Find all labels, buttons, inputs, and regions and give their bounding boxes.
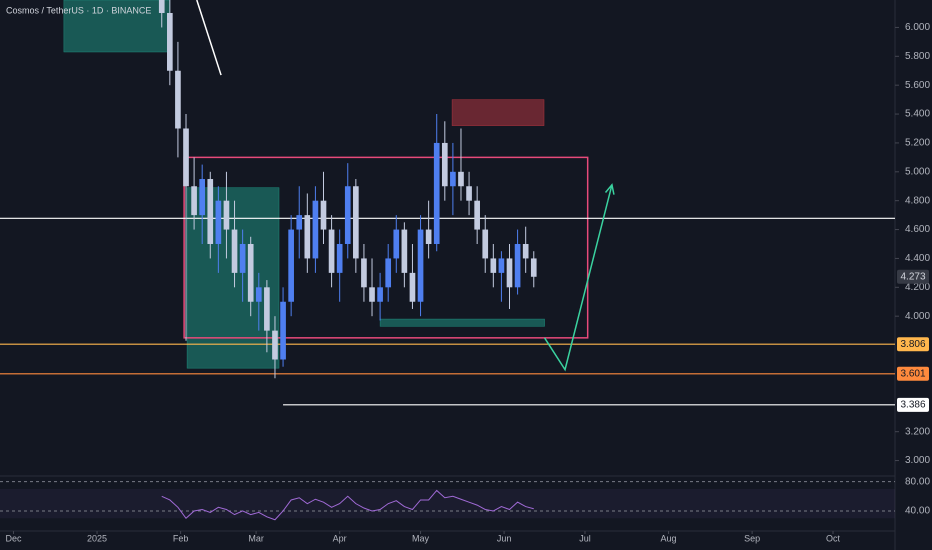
y-tick-label: 5.800 <box>905 51 930 62</box>
candle-body <box>401 229 408 273</box>
x-tick-label: Dec <box>5 533 22 543</box>
candle-body <box>158 0 165 13</box>
candle-body <box>458 171 464 187</box>
chart-title: Cosmos / TetherUS · 1D · BINANCE <box>6 5 151 15</box>
y-tick-label: 5.200 <box>905 138 930 149</box>
candle-body <box>353 186 359 259</box>
y-tick-label: 4.000 <box>905 311 930 322</box>
candle-body <box>425 229 432 244</box>
price-tag <box>897 269 929 284</box>
rsi-tick-label: 40.00 <box>905 506 930 517</box>
candle-body <box>498 258 505 273</box>
candle-body <box>304 215 311 259</box>
trendline <box>196 0 222 76</box>
candle-body <box>167 12 173 71</box>
candle-body <box>441 142 448 187</box>
x-tick-label: Apr <box>333 533 347 543</box>
rsi-band <box>0 488 895 519</box>
x-tick-label: Feb <box>173 533 189 543</box>
candle-body <box>514 243 521 288</box>
candle-body <box>417 229 424 302</box>
candle-body <box>530 258 537 277</box>
candle-body <box>361 258 367 288</box>
projection-arrow <box>543 184 613 372</box>
y-tick-label: 5.400 <box>905 109 930 120</box>
candle-body <box>393 229 400 259</box>
axes: 6.000 5.800 5.600 5.400 5.200 5.000 4.800 4.600… <box>5 22 930 543</box>
x-tick-label: Oct <box>826 533 841 543</box>
candle-body <box>247 243 254 302</box>
candle-body <box>336 243 343 273</box>
candle-body <box>231 229 238 273</box>
rsi-tick-label: 80.00 <box>905 476 930 487</box>
range-box <box>183 156 589 339</box>
zone <box>63 0 171 53</box>
candle-body <box>385 258 392 288</box>
candle-body <box>450 171 456 187</box>
candle-body <box>433 142 440 244</box>
candle-body <box>288 229 294 302</box>
candle-body <box>223 200 230 230</box>
price-tag-label: 3.386 <box>900 399 925 410</box>
candle-body <box>474 200 480 230</box>
rsi-pane <box>0 481 895 521</box>
y-tick-label: 4.600 <box>905 224 930 235</box>
price-tag-label: 4.273 <box>900 271 925 282</box>
x-tick-label: Aug <box>661 533 677 543</box>
y-tick-label: 5.000 <box>905 166 930 177</box>
price-tag <box>897 337 929 352</box>
candle-body <box>409 272 416 302</box>
price-tag-label: 3.601 <box>900 368 925 379</box>
y-tick-label: 5.600 <box>905 80 930 91</box>
candle-body <box>522 243 529 259</box>
candle-body <box>183 128 189 187</box>
y-tick-label: 3.200 <box>905 426 930 437</box>
candle-body <box>466 186 472 201</box>
y-tick-label: 6.000 <box>905 22 930 33</box>
candle-body <box>320 200 327 230</box>
x-tick-label: Mar <box>248 533 264 543</box>
candle-body <box>215 200 222 244</box>
arrow-head <box>604 183 615 195</box>
candle-body <box>239 243 246 273</box>
candle-body <box>296 215 303 230</box>
candle-body <box>482 229 489 259</box>
price-tag <box>897 397 929 412</box>
price-tag-label: 3.806 <box>900 339 925 350</box>
x-tick-label: 2025 <box>87 533 107 543</box>
candle-body <box>506 258 513 288</box>
price-pane <box>0 0 895 406</box>
candle-body <box>369 287 375 302</box>
rsi-line <box>161 489 534 521</box>
price-tag <box>897 366 929 381</box>
candle-body <box>207 179 214 244</box>
x-tick-label: May <box>412 533 430 543</box>
y-tick-label: 3.000 <box>905 455 930 466</box>
y-tick-label: 4.800 <box>905 195 930 206</box>
candle-body <box>490 258 497 273</box>
y-tick-label: 4.200 <box>905 282 930 293</box>
x-tick-label: Jun <box>497 533 512 543</box>
candle-body <box>199 179 206 216</box>
candle-body <box>328 229 335 273</box>
candle-body <box>312 200 319 259</box>
candle-body <box>255 287 262 302</box>
zone <box>379 318 545 327</box>
x-tick-label: Sep <box>744 533 760 543</box>
candle-body <box>280 301 286 360</box>
candle-body <box>272 330 278 360</box>
zone <box>451 99 545 126</box>
x-tick-label: Jul <box>579 533 591 543</box>
candle-body <box>344 186 351 244</box>
candle-body <box>377 287 383 302</box>
y-tick-label: 4.400 <box>905 253 930 264</box>
candle-body <box>191 186 197 216</box>
candle-body <box>175 70 181 129</box>
candle-body <box>264 287 270 331</box>
